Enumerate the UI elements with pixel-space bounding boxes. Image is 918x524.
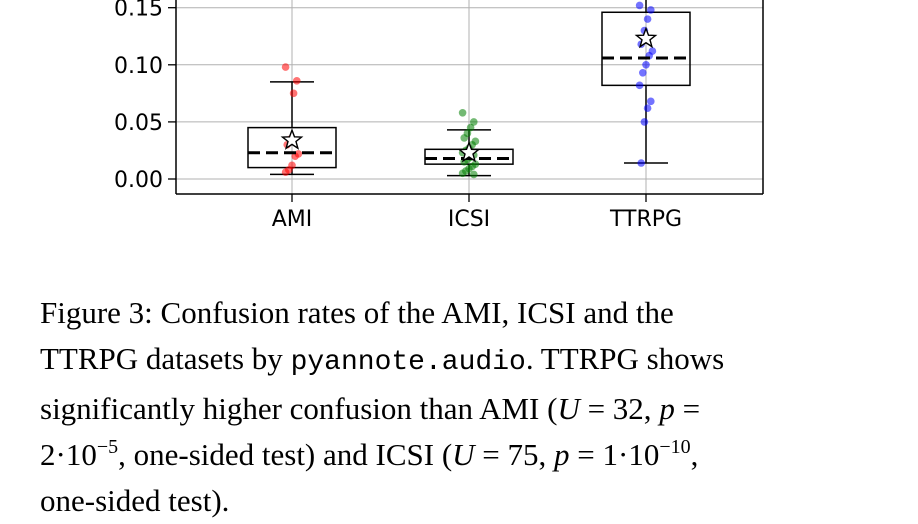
data-point — [293, 76, 301, 85]
caption-line-1: Figure 3: Confusion rates of the AMI, IC… — [40, 295, 674, 330]
y-tick-label: 0.10 — [114, 54, 163, 79]
mean-marker — [457, 140, 481, 163]
data-point — [470, 170, 478, 179]
mean-marker — [280, 128, 304, 150]
data-point — [470, 118, 478, 126]
data-point — [643, 15, 652, 23]
caption-line-2: TTRPG datasets by pyannote.audio. TTRPG … — [40, 341, 725, 378]
box-icsi — [424, 108, 514, 179]
data-point — [460, 134, 469, 142]
axes: 0.00 0.05 0.10 0.15 AMI ICSI TTRPG — [114, 0, 764, 232]
mean-marker — [634, 26, 658, 49]
data-point — [466, 123, 475, 132]
box-ami — [247, 63, 337, 176]
confusion-rate-boxplot: 0.00 0.05 0.10 0.15 AMI ICSI TTRPG — [114, 0, 764, 232]
data-point — [647, 6, 655, 14]
iqr-box — [601, 11, 691, 87]
data-point — [637, 159, 645, 167]
data-point — [281, 168, 290, 176]
y-tick-label: 0.15 — [114, 0, 163, 22]
data-point — [281, 63, 290, 71]
x-tick-label: TTRPG — [609, 207, 682, 232]
data-point — [635, 81, 644, 90]
caption-line-3: significantly higher confusion than AMI … — [40, 391, 701, 426]
data-point — [289, 89, 298, 98]
figure-caption: Figure 3: Confusion rates of the AMI, IC… — [40, 290, 885, 524]
caption-code: pyannote.audio — [290, 347, 526, 378]
data-point — [458, 169, 467, 178]
x-tick-label: ICSI — [448, 207, 490, 232]
caption-line-5: one-sided test). — [40, 483, 230, 518]
data-point — [643, 104, 652, 112]
caption-line-4: 2·10−5, one-sided test) and ICSI (U = 75… — [40, 436, 699, 472]
box-ttrpg — [601, 0, 691, 167]
y-tick-label: 0.05 — [114, 111, 163, 136]
data-point — [642, 61, 650, 69]
data-point — [647, 97, 655, 106]
data-point — [635, 1, 644, 10]
data-point — [460, 158, 469, 166]
data-point — [458, 108, 467, 117]
box-plots — [247, 0, 691, 179]
x-tick-label: AMI — [272, 207, 313, 232]
data-point — [639, 68, 647, 77]
data-point — [640, 118, 649, 126]
data-point — [291, 152, 300, 160]
y-tick-label: 0.00 — [114, 168, 163, 193]
